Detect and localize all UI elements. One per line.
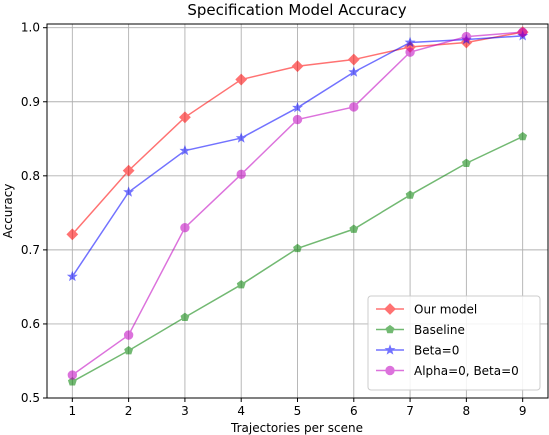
- data-point: [236, 280, 246, 289]
- data-point: [461, 158, 471, 167]
- legend-swatch: [376, 365, 404, 376]
- y-tick-label: 0.5: [21, 391, 40, 405]
- legend-label: Baseline: [414, 323, 465, 337]
- data-point: [66, 270, 78, 282]
- series-our-model: [66, 26, 529, 241]
- data-point: [292, 114, 303, 125]
- data-point: [405, 47, 415, 57]
- y-tick-label: 1.0: [21, 21, 40, 35]
- x-tick-label: 2: [125, 404, 133, 418]
- data-point: [122, 164, 135, 177]
- legend-marker: [384, 344, 396, 355]
- y-tick-label: 0.9: [21, 95, 40, 109]
- y-axis-label: Accuracy: [1, 184, 15, 239]
- data-point: [291, 60, 304, 73]
- legend-entry: Baseline: [376, 323, 465, 337]
- legend-marker: [384, 303, 396, 315]
- data-point: [461, 31, 472, 42]
- data-point: [67, 377, 77, 386]
- x-tick-label: 8: [463, 404, 471, 418]
- x-tick-label: 5: [294, 404, 302, 418]
- legend: Our model Baseline Beta=0 Alpha=0, Beta=0: [367, 295, 541, 391]
- x-tick-label: 6: [350, 404, 358, 418]
- data-point: [349, 102, 359, 112]
- data-point: [349, 224, 359, 233]
- x-tick-label: 3: [181, 404, 189, 418]
- data-point: [235, 132, 247, 143]
- data-point: [235, 73, 248, 86]
- data-point: [348, 66, 360, 77]
- data-point: [293, 243, 302, 253]
- axis-ticks: 1 2 3 4 5 6 7 8 9 0.5 0.6 0.7 0.8 0.9 1.0: [21, 21, 527, 418]
- data-point: [124, 345, 134, 355]
- legend-label: Alpha=0, Beta=0: [414, 364, 519, 378]
- data-point: [347, 53, 360, 66]
- legend-entry: Beta=0: [376, 344, 459, 358]
- data-point: [123, 330, 134, 340]
- data-point: [179, 144, 191, 156]
- legend-swatch: [376, 303, 404, 315]
- series-baseline: [67, 131, 528, 386]
- series-alpha-0-beta-0: [67, 27, 528, 380]
- legend-label: Beta=0: [414, 344, 459, 358]
- data-point: [404, 36, 416, 48]
- chart-title: Specification Model Accuracy: [187, 1, 406, 19]
- data-point: [236, 169, 246, 180]
- y-tick-label: 0.8: [21, 169, 40, 183]
- legend-box: [367, 295, 541, 391]
- x-axis-label: Trajectories per scene: [230, 421, 363, 435]
- data-point: [67, 370, 78, 380]
- data-point: [123, 186, 135, 197]
- data-point: [518, 131, 528, 141]
- x-tick-label: 7: [406, 404, 414, 418]
- series-layer: [66, 26, 529, 386]
- data-point: [180, 222, 190, 233]
- x-tick-label: 4: [237, 404, 245, 418]
- y-tick-label: 0.7: [21, 243, 40, 257]
- y-tick-label: 0.6: [21, 317, 40, 331]
- data-point: [180, 312, 190, 322]
- legend-entry: Alpha=0, Beta=0: [376, 364, 519, 378]
- data-point: [179, 111, 191, 124]
- x-tick-label: 1: [69, 404, 77, 418]
- grid: [47, 24, 548, 399]
- data-point: [66, 228, 79, 241]
- legend-swatch: [376, 324, 404, 334]
- legend-label: Our model: [414, 303, 477, 317]
- legend-marker: [385, 324, 395, 334]
- legend-entry: Our model: [376, 303, 477, 317]
- legend-marker: [385, 365, 395, 376]
- legend-swatch: [376, 344, 404, 355]
- data-point: [292, 101, 303, 113]
- data-point: [405, 190, 415, 199]
- x-tick-label: 9: [519, 404, 527, 418]
- data-point: [517, 27, 528, 37]
